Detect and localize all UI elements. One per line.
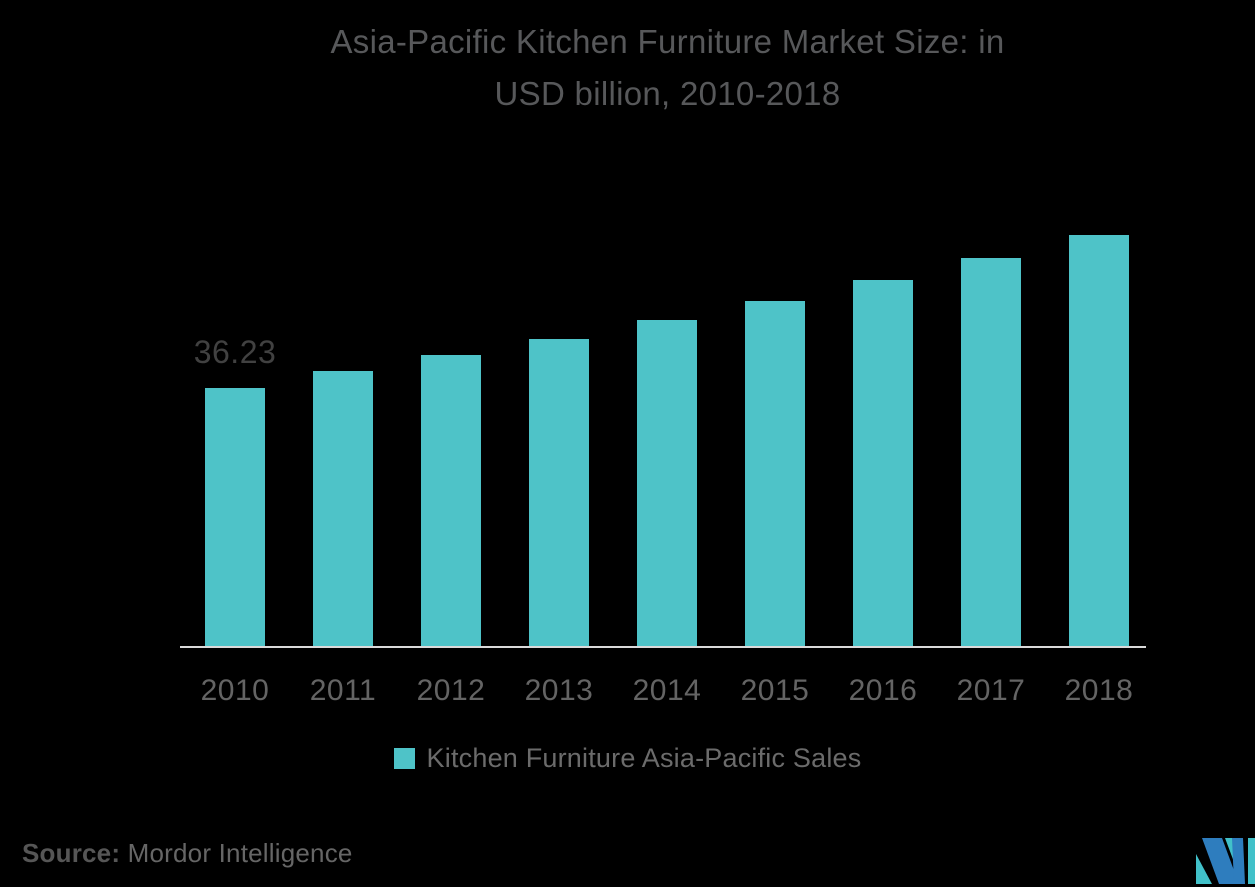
bar-cell-2016 xyxy=(829,160,937,646)
source-note: Source: Mordor Intelligence xyxy=(22,838,353,869)
legend-label: Kitchen Furniture Asia-Pacific Sales xyxy=(426,743,862,773)
bar-cell-2017 xyxy=(937,160,1045,646)
bar-2016 xyxy=(853,280,913,646)
x-axis-label-2010: 2010 xyxy=(200,674,270,707)
bar-cell-2011 xyxy=(289,160,397,646)
x-axis-labels: 2010 2011 2012 2013 2014 2015 2016 2017 2018 xyxy=(181,674,1153,708)
x-axis-line xyxy=(180,646,1146,648)
bar-cell-2015 xyxy=(721,160,829,646)
x-axis-label-2013: 2013 xyxy=(524,674,594,707)
bar-cell-2018 xyxy=(1045,160,1153,646)
bar-cell-2010 xyxy=(181,160,289,646)
bar-plot-area xyxy=(181,160,1153,646)
x-axis-label-2017: 2017 xyxy=(956,674,1026,707)
x-axis-label-2014: 2014 xyxy=(632,674,702,707)
bar-2018 xyxy=(1069,235,1129,646)
bar-value-label-2010: 36.23 xyxy=(193,334,277,370)
x-axis-label-2011: 2011 xyxy=(309,674,377,707)
bar-2015 xyxy=(745,301,805,646)
x-axis-label-2012: 2012 xyxy=(416,674,486,707)
legend: Kitchen Furniture Asia-Pacific Sales xyxy=(0,743,1255,774)
bar-cell-2013 xyxy=(505,160,613,646)
x-axis-label-2016: 2016 xyxy=(848,674,918,707)
x-axis-label-2015: 2015 xyxy=(740,674,810,707)
bar-cell-2014 xyxy=(613,160,721,646)
chart-title-line-2: USD billion, 2010-2018 xyxy=(494,75,841,112)
bar-cell-2012 xyxy=(397,160,505,646)
chart-title-line-1: Asia-Pacific Kitchen Furniture Market Si… xyxy=(330,23,1005,60)
bar-2013 xyxy=(529,339,589,646)
source-text: Mordor Intelligence xyxy=(127,838,353,868)
bar-2012 xyxy=(421,355,481,646)
bar-2011 xyxy=(313,371,373,646)
x-axis-label-2018: 2018 xyxy=(1064,674,1134,707)
mordor-intelligence-logo xyxy=(1196,838,1255,884)
source-label: Source: xyxy=(22,838,121,868)
chart-title: Asia-Pacific Kitchen Furniture Market Si… xyxy=(80,16,1255,120)
bar-2017 xyxy=(961,258,1021,646)
legend-swatch xyxy=(393,748,415,769)
bar-2014 xyxy=(637,320,697,646)
bar-2010 xyxy=(205,388,265,646)
